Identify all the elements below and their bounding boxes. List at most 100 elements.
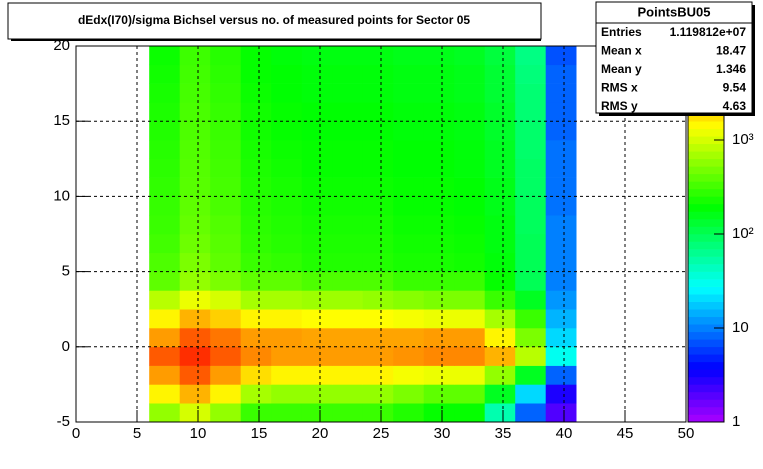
cell: [393, 158, 424, 178]
cell: [179, 158, 211, 178]
cell: [240, 346, 272, 366]
cell: [454, 140, 485, 160]
palette-band: [688, 264, 724, 272]
cell: [240, 196, 272, 216]
cell: [240, 158, 272, 178]
palette-band: [688, 316, 724, 325]
cell: [149, 384, 180, 404]
cell: [484, 46, 516, 66]
cell: [332, 365, 363, 385]
cell: [515, 234, 546, 254]
palette-band: [688, 331, 724, 340]
stats-value: 18.47: [716, 44, 746, 58]
cell: [210, 252, 241, 272]
palette-band: [688, 369, 724, 378]
cell: [301, 102, 333, 122]
cell: [484, 177, 516, 197]
cell: [545, 140, 577, 160]
cell: [149, 158, 180, 178]
x-tick-label: 35: [495, 425, 512, 442]
cell: [454, 196, 485, 216]
cell: [515, 290, 546, 310]
cell: [423, 384, 455, 404]
palette-band: [688, 143, 724, 152]
x-tick-label: 45: [617, 425, 634, 442]
cell: [454, 328, 485, 348]
palette-band: [688, 121, 724, 130]
cell: [301, 158, 333, 178]
cell: [484, 384, 516, 404]
cell: [240, 102, 272, 122]
cell: [362, 158, 394, 178]
cell: [545, 290, 577, 310]
cell: [423, 215, 455, 235]
cell: [362, 328, 394, 348]
cell: [301, 403, 333, 423]
cell: [393, 309, 424, 329]
palette-band: [688, 256, 724, 265]
cell: [362, 403, 394, 423]
cell: [393, 83, 424, 103]
cell: [484, 64, 516, 84]
x-tick-label: 40: [556, 425, 573, 442]
cell: [393, 215, 424, 235]
cell: [454, 102, 485, 122]
x-tick-label: 30: [434, 425, 451, 442]
cell: [149, 403, 180, 423]
cell: [332, 328, 363, 348]
cell: [454, 365, 485, 385]
cell: [210, 271, 241, 291]
cell: [210, 234, 241, 254]
cell: [454, 384, 485, 404]
cell: [423, 234, 455, 254]
z-tick-label: 10²: [732, 225, 754, 242]
cell: [179, 215, 211, 235]
cell: [149, 64, 180, 84]
cell: [423, 140, 455, 160]
cell: [301, 290, 333, 310]
cell: [271, 177, 302, 197]
cell: [301, 234, 333, 254]
cell: [240, 46, 272, 66]
palette-band: [688, 376, 724, 385]
cell: [423, 252, 455, 272]
cell: [515, 365, 546, 385]
cell: [332, 177, 363, 197]
stats-label: Entries: [601, 25, 642, 39]
palette-band: [688, 301, 724, 310]
cell: [515, 309, 546, 329]
cell: [545, 64, 577, 84]
cell: [240, 177, 272, 197]
cell: [179, 83, 211, 103]
cell: [271, 365, 302, 385]
cell: [423, 64, 455, 84]
cell: [484, 121, 516, 141]
palette-band: [688, 241, 724, 250]
palette-band: [688, 151, 724, 160]
cell: [332, 158, 363, 178]
cell: [393, 234, 424, 254]
palette-band: [688, 324, 724, 333]
cell: [393, 271, 424, 291]
cell: [301, 328, 333, 348]
cell: [179, 346, 211, 366]
cell: [210, 46, 241, 66]
cell: [454, 290, 485, 310]
cell: [393, 140, 424, 160]
cell: [149, 46, 180, 66]
cell: [423, 196, 455, 216]
cell: [271, 234, 302, 254]
cell: [484, 158, 516, 178]
cell: [332, 64, 363, 84]
cell: [545, 403, 577, 423]
cell: [362, 252, 394, 272]
cell: [332, 384, 363, 404]
cell: [454, 252, 485, 272]
z-tick-label: 10³: [732, 131, 754, 148]
cell: [149, 290, 180, 310]
palette-band: [688, 173, 724, 182]
cell: [332, 234, 363, 254]
cell: [545, 271, 577, 291]
cell: [301, 121, 333, 141]
cell: [210, 158, 241, 178]
